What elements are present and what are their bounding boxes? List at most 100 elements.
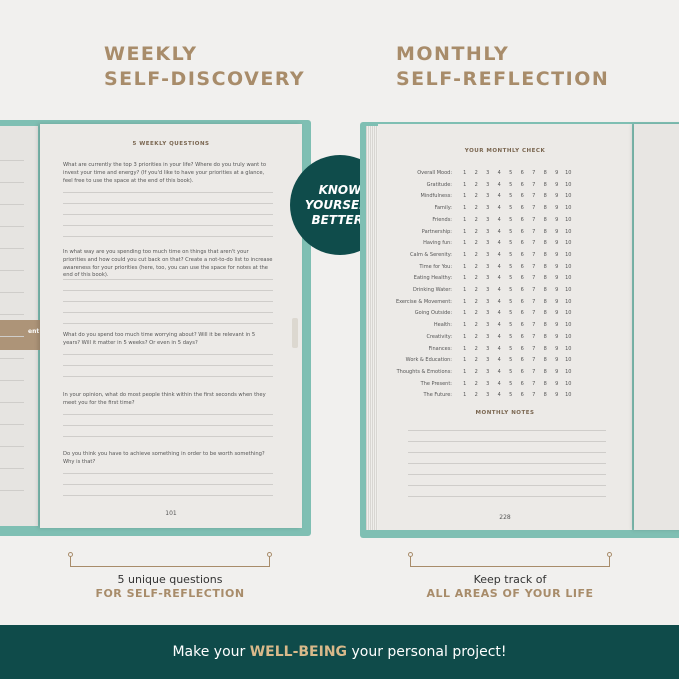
scale-number[interactable]: 1 [463,216,467,223]
scale-number[interactable]: 7 [532,228,536,235]
scale-number[interactable]: 8 [543,181,547,188]
scale-number[interactable]: 7 [532,275,536,282]
scale-number[interactable]: 1 [463,333,467,340]
scale-number[interactable]: 10 [565,392,572,399]
scale-number[interactable]: 2 [474,380,478,387]
scale-number[interactable]: 3 [486,298,490,305]
scale-number[interactable]: 10 [565,228,572,235]
scale-number[interactable]: 6 [520,181,524,188]
scale-number[interactable]: 2 [474,322,478,329]
scale-number[interactable]: 6 [520,368,524,375]
scale-number[interactable]: 3 [486,275,490,282]
scale-number[interactable]: 5 [509,251,513,258]
scale-number[interactable]: 2 [474,228,478,235]
scale-number[interactable]: 8 [543,368,547,375]
scale-number[interactable]: 2 [474,193,478,200]
scale-number[interactable]: 4 [497,345,501,352]
scale-number[interactable]: 10 [565,181,572,188]
scale-number[interactable]: 1 [463,170,467,176]
scale-number[interactable]: 9 [555,322,559,329]
scale-number[interactable]: 8 [543,263,547,270]
scale-number[interactable]: 1 [463,322,467,329]
scale-number[interactable]: 8 [543,193,547,200]
scale-number[interactable]: 10 [565,251,572,258]
scale-number[interactable]: 1 [463,345,467,352]
scale-number[interactable]: 1 [463,240,467,247]
scale-number[interactable]: 1 [463,392,467,399]
scale-number[interactable]: 4 [497,287,501,293]
scale-number[interactable]: 5 [509,380,513,387]
scale-number[interactable]: 8 [543,345,547,352]
scale-number[interactable]: 4 [497,205,501,212]
scale-number[interactable]: 10 [565,310,572,317]
scale-number[interactable]: 9 [555,357,559,364]
scale-number[interactable]: 6 [520,380,524,387]
scale-number[interactable]: 3 [486,357,490,364]
scale-number[interactable]: 2 [474,170,478,176]
scale-number[interactable]: 7 [532,345,536,352]
scale-number[interactable]: 8 [543,251,547,258]
scale-number[interactable]: 9 [555,333,559,340]
scale-number[interactable]: 4 [497,357,501,364]
scale-number[interactable]: 8 [543,275,547,282]
scale-number[interactable]: 4 [497,251,501,258]
scale-number[interactable]: 2 [474,216,478,223]
scale-number[interactable]: 3 [486,240,490,247]
scale-number[interactable]: 6 [520,216,524,223]
scale-number[interactable]: 4 [497,170,501,176]
scale-number[interactable]: 9 [555,263,559,270]
scale-number[interactable]: 9 [555,287,559,293]
scale-number[interactable]: 3 [486,181,490,188]
scale-number[interactable]: 9 [555,205,559,212]
scale-number[interactable]: 8 [543,357,547,364]
scale-number[interactable]: 7 [532,240,536,247]
scale-number[interactable]: 8 [543,380,547,387]
scale-number[interactable]: 6 [520,193,524,200]
scale-number[interactable]: 3 [486,216,490,223]
scale-number[interactable]: 1 [463,275,467,282]
scale-number[interactable]: 2 [474,205,478,212]
scale-number[interactable]: 1 [463,205,467,212]
scale-number[interactable]: 1 [463,228,467,235]
scale-number[interactable]: 10 [565,298,572,305]
scale-number[interactable]: 6 [520,228,524,235]
scale-number[interactable]: 4 [497,240,501,247]
scale-number[interactable]: 4 [497,181,501,188]
scale-number[interactable]: 2 [474,333,478,340]
scale-number[interactable]: 1 [463,287,467,293]
scale-number[interactable]: 2 [474,357,478,364]
scale-number[interactable]: 7 [532,380,536,387]
scale-number[interactable]: 8 [543,170,547,176]
scale-number[interactable]: 10 [565,216,572,223]
scale-number[interactable]: 1 [463,357,467,364]
scale-number[interactable]: 2 [474,275,478,282]
scale-number[interactable]: 10 [565,205,572,212]
scale-number[interactable]: 1 [463,298,467,305]
scale-number[interactable]: 6 [520,298,524,305]
scale-number[interactable]: 6 [520,357,524,364]
scale-number[interactable]: 3 [486,392,490,399]
scale-number[interactable]: 9 [555,228,559,235]
scale-number[interactable]: 4 [497,333,501,340]
scale-number[interactable]: 6 [520,345,524,352]
scale-number[interactable]: 4 [497,368,501,375]
scale-number[interactable]: 6 [520,240,524,247]
scale-number[interactable]: 3 [486,228,490,235]
scale-number[interactable]: 2 [474,310,478,317]
scale-number[interactable]: 3 [486,205,490,212]
scale-number[interactable]: 9 [555,392,559,399]
scale-number[interactable]: 8 [543,205,547,212]
scale-number[interactable]: 10 [565,322,572,329]
scale-number[interactable]: 5 [509,287,513,293]
scale-number[interactable]: 4 [497,380,501,387]
scale-number[interactable]: 5 [509,170,513,176]
scale-number[interactable]: 8 [543,240,547,247]
scale-number[interactable]: 9 [555,310,559,317]
scale-number[interactable]: 7 [532,333,536,340]
scale-number[interactable]: 1 [463,181,467,188]
scale-number[interactable]: 3 [486,322,490,329]
scale-number[interactable]: 7 [532,310,536,317]
scale-number[interactable]: 6 [520,263,524,270]
scale-number[interactable]: 5 [509,263,513,270]
scale-number[interactable]: 1 [463,251,467,258]
